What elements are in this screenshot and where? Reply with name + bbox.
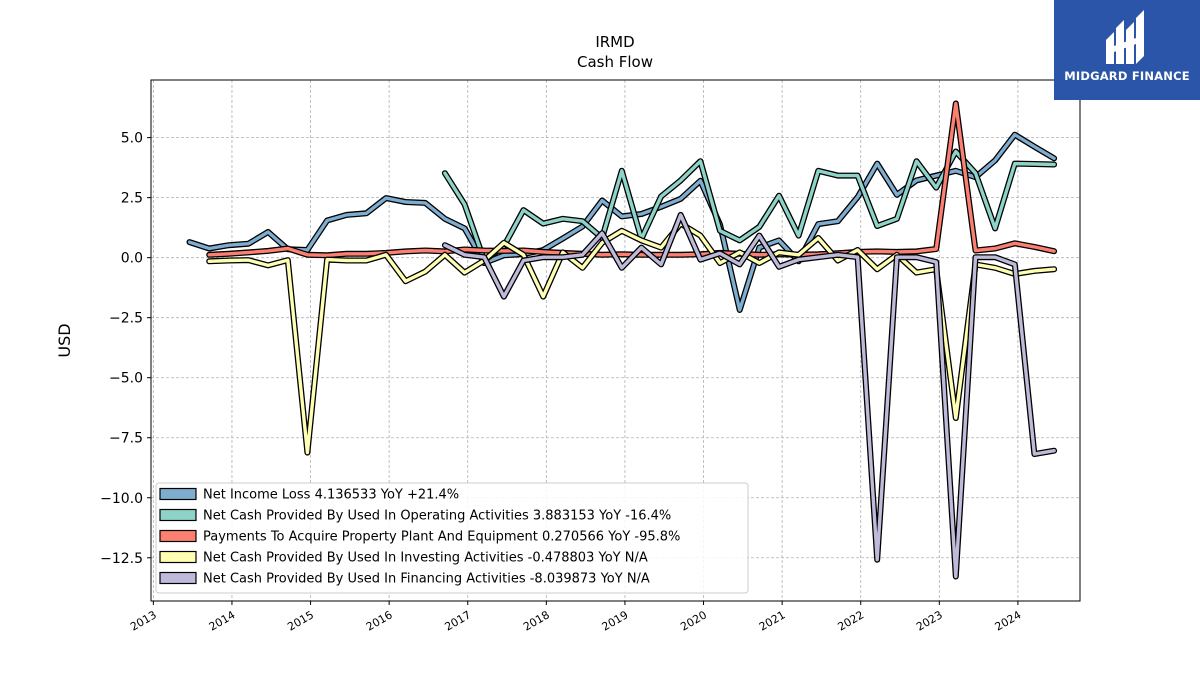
series-2 — [441, 148, 1058, 264]
series-1 — [186, 131, 1058, 313]
x-tick-label: 2024 — [993, 608, 1024, 633]
y-tick-label: −7.5 — [109, 431, 143, 447]
midgard-logo-icon — [1106, 10, 1144, 64]
midgard-finance-logo: MIDGARD FINANCE — [1054, 0, 1200, 100]
chart-subtitle: Cash Flow — [577, 53, 653, 71]
x-tick-label: 2023 — [914, 608, 945, 633]
x-tick-label: 2020 — [678, 608, 709, 633]
x-tick-label: 2018 — [521, 608, 552, 633]
legend-entry: Net Cash Provided By Used In Operating A… — [203, 509, 671, 524]
x-tick-label: 2015 — [285, 608, 316, 633]
series-line — [207, 221, 1056, 455]
series-line — [443, 213, 1056, 579]
series-outline — [186, 131, 1058, 313]
y-tick-label: −5.0 — [109, 371, 143, 387]
y-tick-label: −2.5 — [109, 311, 143, 327]
series-line — [443, 149, 1056, 263]
y-tick-label: 2.5 — [121, 191, 143, 207]
legend-entry: Net Income Loss 4.136533 YoY +21.4% — [203, 488, 459, 503]
y-tick-label: −10.0 — [100, 491, 143, 507]
series-line — [187, 132, 1056, 312]
series-5 — [441, 211, 1058, 580]
legend-swatch — [159, 529, 197, 543]
legend: Net Income Loss 4.136533 YoY +21.4% Net C… — [155, 482, 749, 594]
x-tick-label: 2016 — [364, 608, 395, 633]
x-tick-label: 2019 — [600, 608, 631, 633]
legend-box — [155, 482, 749, 594]
x-tick-label: 2021 — [757, 608, 788, 633]
plot-frame — [150, 79, 1081, 602]
legend-entry: Net Cash Provided By Used In Investing A… — [203, 551, 648, 566]
series-4 — [206, 220, 1058, 456]
legend-swatch — [159, 487, 197, 501]
legend-swatch — [159, 550, 197, 564]
logo-text: MIDGARD FINANCE — [1064, 69, 1190, 83]
y-tick-label: 0.0 — [121, 251, 143, 267]
legend-entry: Payments To Acquire Property Plant And E… — [203, 530, 680, 545]
legend-entry: Net Cash Provided By Used In Financing A… — [203, 572, 650, 587]
y-axis-label: USD — [55, 323, 74, 357]
y-tick-label: −12.5 — [100, 551, 143, 567]
x-tick-label: 2014 — [207, 608, 238, 633]
y-tick-label: 5.0 — [121, 131, 143, 147]
legend-swatch — [159, 571, 197, 585]
legend-swatch — [159, 508, 197, 522]
x-tick-label: 2022 — [835, 608, 866, 633]
x-tick-label: 2013 — [128, 608, 159, 633]
chart-title: IRMD — [595, 33, 635, 51]
x-tick-label: 2017 — [442, 608, 473, 633]
grid — [151, 80, 1080, 601]
